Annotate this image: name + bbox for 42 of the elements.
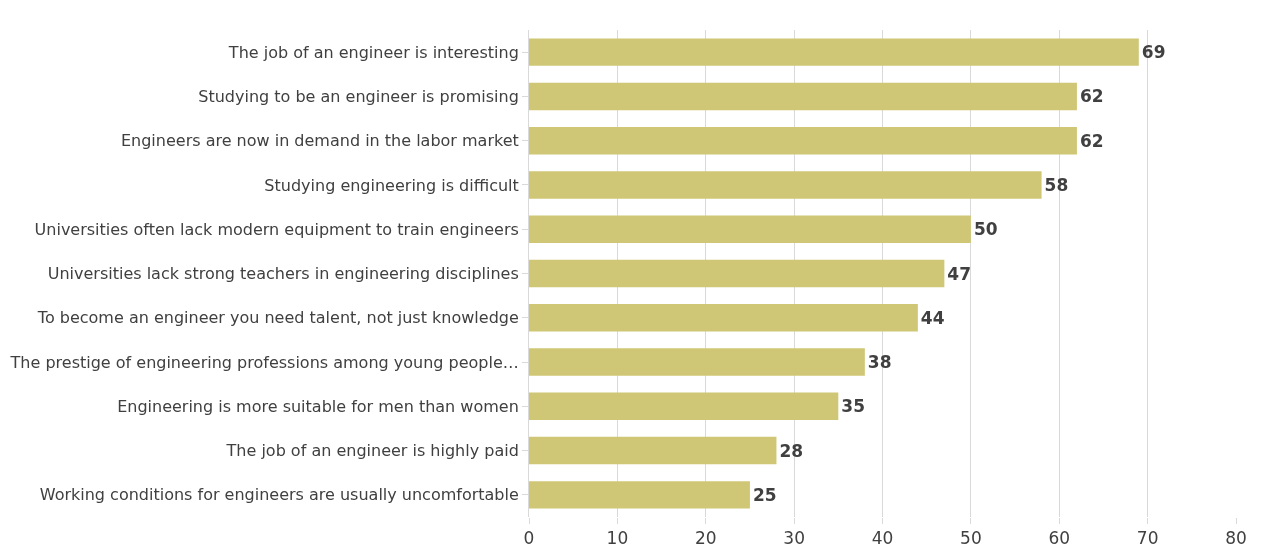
x-tick-label: 40	[871, 528, 894, 549]
data-label: 58	[1044, 174, 1069, 195]
x-tick-label: 80	[1225, 528, 1247, 549]
bar	[529, 215, 971, 243]
bar	[529, 171, 1042, 199]
y-tick-label: Universities lack strong teachers in engineering disciplines	[47, 264, 519, 284]
data-label: 69	[1141, 42, 1166, 63]
bar	[529, 38, 1139, 66]
y-tick-label: The job of an engineer is highly paid	[225, 441, 519, 461]
data-label: 62	[1079, 130, 1104, 151]
bar	[529, 259, 945, 288]
bar	[529, 348, 865, 376]
x-tick-label: 70	[1136, 528, 1159, 549]
bar	[529, 126, 1077, 155]
data-label: 25	[752, 484, 777, 505]
bar	[529, 82, 1077, 111]
y-tick-label: The job of an engineer is interesting	[227, 42, 519, 62]
data-label: 47	[947, 263, 972, 284]
bar	[529, 436, 777, 465]
x-tick-label: 10	[606, 528, 629, 549]
x-tick-label: 60	[1048, 528, 1071, 549]
bar	[529, 481, 750, 509]
y-tick-label: Universities often lack modern equipment to train engineers	[34, 219, 519, 239]
x-tick-label: 50	[960, 528, 982, 549]
x-tick-label: 0	[523, 528, 535, 549]
y-tick-label: The prestige of engineering professions among young people…	[9, 352, 519, 372]
y-tick-label: Engineering is more suitable for men than women	[117, 396, 519, 416]
data-label: 38	[867, 352, 892, 373]
bar	[529, 392, 839, 421]
y-tick-label: Studying to be an engineer is promising	[198, 87, 519, 107]
y-tick-label: Engineers are now in demand in the labor market	[120, 131, 519, 151]
data-label: 62	[1079, 86, 1104, 107]
data-label: 50	[973, 219, 998, 240]
data-label: 35	[841, 396, 865, 417]
y-tick-label: Working conditions for engineers are usually uncomfortable	[39, 485, 519, 505]
data-label: 44	[920, 307, 945, 328]
x-tick-label: 20	[694, 528, 717, 549]
bar	[529, 304, 918, 332]
x-tick-label: 30	[783, 528, 805, 549]
y-tick-label: To become an engineer you need talent, not just knowledge	[36, 308, 519, 328]
y-tick-label: Studying engineering is difficult	[264, 175, 519, 195]
data-label: 28	[779, 440, 804, 461]
